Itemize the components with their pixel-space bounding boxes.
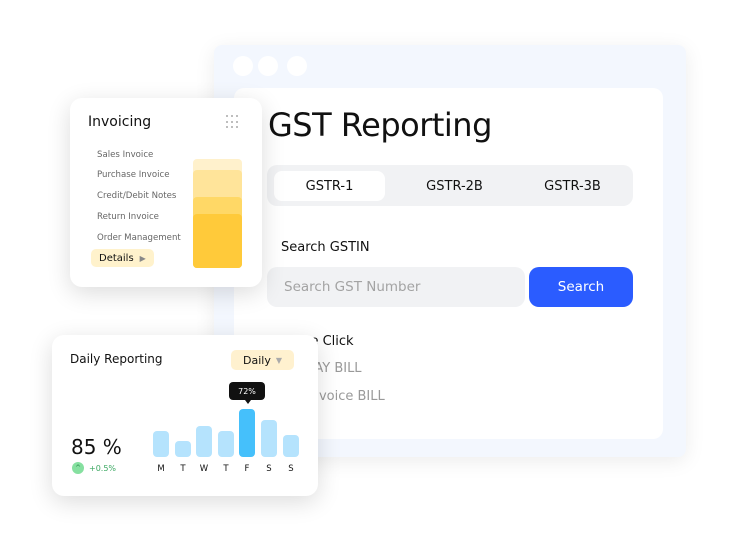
invoicing-title: Invoicing bbox=[88, 114, 152, 130]
day-label: S bbox=[266, 464, 272, 474]
invoice-item[interactable]: Credit/Debit Notes bbox=[97, 191, 177, 201]
change-indicator: ^ +0.5% bbox=[72, 462, 116, 474]
daily-title: Daily Reporting bbox=[70, 352, 163, 366]
page-title: GST Reporting bbox=[268, 106, 492, 144]
invoice-item[interactable]: Return Invoice bbox=[97, 212, 159, 222]
daily-reporting-card: Daily Reporting Daily ▼ 85 % ^ +0.5% M T W T F… bbox=[52, 335, 318, 496]
day-label: W bbox=[199, 464, 209, 474]
invoice-item[interactable]: Sales Invoice bbox=[97, 150, 154, 160]
day-label: M bbox=[157, 464, 165, 474]
period-value: Daily bbox=[243, 353, 271, 367]
tab-gstr-2b[interactable]: GSTR-2B bbox=[426, 178, 483, 194]
tab-bar: GSTR-1 GSTR-2B GSTR-3B bbox=[267, 165, 633, 206]
window-dot bbox=[258, 56, 278, 76]
search-label: Search GSTIN bbox=[281, 240, 370, 255]
search-input[interactable]: Search GST Number bbox=[267, 267, 525, 307]
bar-tooltip: 72% bbox=[229, 382, 265, 404]
stack-layer bbox=[193, 214, 242, 268]
window-dot bbox=[233, 56, 253, 76]
bar-5[interactable] bbox=[261, 420, 277, 457]
change-value: +0.5% bbox=[89, 463, 117, 473]
details-label: Details bbox=[99, 252, 134, 264]
bar-6[interactable] bbox=[283, 435, 299, 457]
play-icon: ▶ bbox=[139, 253, 146, 263]
day-label: F bbox=[244, 464, 250, 474]
day-label: S bbox=[288, 464, 294, 474]
gst-window: GST Reporting GSTR-1 GSTR-2B GSTR-3B Sea… bbox=[214, 45, 686, 457]
invoice-item[interactable]: Order Management bbox=[97, 233, 181, 243]
day-label: T bbox=[223, 464, 229, 474]
day-label: T bbox=[180, 464, 186, 474]
caret-down-icon: ▼ bbox=[275, 355, 282, 365]
details-button[interactable]: Details ▶ bbox=[91, 249, 154, 267]
bar-2[interactable] bbox=[196, 426, 212, 457]
invoicing-card: Invoicing Sales Invoice Purchase Invoice… bbox=[70, 98, 262, 287]
tab-gstr-3b[interactable]: GSTR-3B bbox=[544, 178, 601, 194]
invoice-item[interactable]: Purchase Invoice bbox=[97, 170, 170, 180]
bar-1[interactable] bbox=[175, 441, 191, 457]
arrow-up-icon: ^ bbox=[72, 462, 84, 474]
bar-4[interactable] bbox=[239, 409, 255, 457]
period-dropdown[interactable]: Daily ▼ bbox=[231, 350, 294, 370]
bar-0[interactable] bbox=[153, 431, 169, 457]
bar-3[interactable] bbox=[218, 431, 234, 457]
search-button[interactable]: Search bbox=[529, 267, 633, 307]
grid-menu-icon[interactable] bbox=[226, 115, 240, 129]
window-dot bbox=[287, 56, 307, 76]
percent-value: 85 % bbox=[71, 435, 122, 459]
tab-gstr-1[interactable]: GSTR-1 bbox=[274, 171, 385, 201]
